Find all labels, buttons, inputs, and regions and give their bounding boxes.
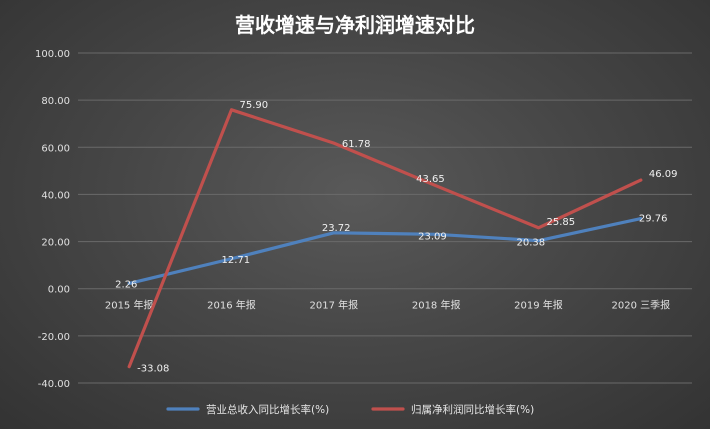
data-label: 25.85 bbox=[547, 217, 576, 228]
series bbox=[127, 108, 643, 369]
grid bbox=[78, 52, 692, 384]
x-tick-label: 2020 三季报 bbox=[612, 299, 671, 312]
data-label: 20.38 bbox=[517, 238, 546, 249]
y-tick-label: 40.00 bbox=[41, 190, 70, 201]
x-tick-label: 2019 年报 bbox=[514, 299, 563, 312]
y-tick-label: 0.00 bbox=[48, 285, 70, 296]
legend: 营业总收入同比增长率(%) 归属净利润同比增长率(%) bbox=[166, 403, 534, 416]
x-tick-label: 2015 年报 bbox=[105, 299, 154, 312]
data-label: 61.78 bbox=[342, 139, 371, 150]
y-tick-label: 80.00 bbox=[41, 96, 70, 107]
data-label: -33.08 bbox=[137, 364, 169, 375]
x-tick-label: 2016 年报 bbox=[207, 299, 256, 312]
data-label: 12.71 bbox=[222, 255, 251, 266]
series-line-2 bbox=[127, 108, 643, 369]
data-label: 29.76 bbox=[639, 214, 668, 225]
data-label: 2.26 bbox=[115, 279, 137, 290]
data-label: 23.09 bbox=[418, 231, 447, 242]
legend-label: 归属净利润同比增长率(%) bbox=[411, 403, 534, 416]
y-tick-label: 60.00 bbox=[41, 143, 70, 154]
data-labels: 2.26 12.71 23.72 23.09 20.38 29.76 -33.08 75.90… bbox=[115, 100, 677, 375]
axes: -40.00 -20.00 0.00 20.00 40.00 60.00 80.00 100.… bbox=[35, 49, 670, 390]
y-tick-label: 20.00 bbox=[41, 238, 70, 249]
y-tick-label: 100.00 bbox=[35, 49, 70, 60]
series-line-1 bbox=[127, 216, 643, 285]
data-label: 75.90 bbox=[240, 100, 269, 111]
data-label: 43.65 bbox=[416, 174, 445, 185]
y-tick-label: -20.00 bbox=[38, 332, 70, 343]
x-tick-label: 2017 年报 bbox=[310, 299, 359, 312]
data-label: 23.72 bbox=[322, 223, 351, 234]
x-tick-label: 2018 年报 bbox=[412, 299, 461, 312]
chart-title: 营收增速与净利润增速对比 bbox=[235, 13, 475, 37]
data-label: 46.09 bbox=[649, 169, 678, 180]
y-tick-label: -40.00 bbox=[38, 379, 70, 390]
legend-label: 营业总收入同比增长率(%) bbox=[206, 403, 329, 416]
